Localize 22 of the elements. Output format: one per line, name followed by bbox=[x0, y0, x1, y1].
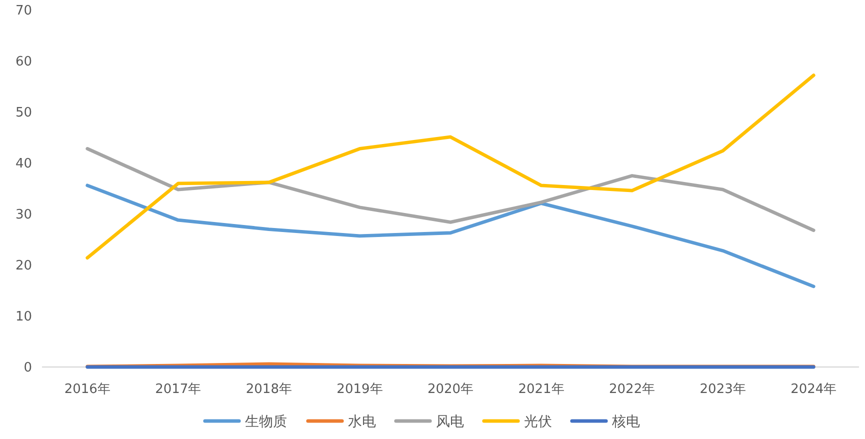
x-tick-label: 2018年 bbox=[246, 382, 292, 397]
x-tick-label: 2020年 bbox=[427, 382, 474, 397]
x-tick-label: 2019年 bbox=[336, 382, 383, 397]
y-tick-label: 30 bbox=[15, 208, 32, 222]
x-tick-label: 2021年 bbox=[518, 382, 564, 397]
x-tick-label: 2022年 bbox=[609, 382, 656, 397]
x-tick-label: 2017年 bbox=[155, 382, 202, 397]
y-tick-label: 50 bbox=[15, 106, 32, 120]
y-tick-label: 20 bbox=[15, 258, 32, 274]
x-tick-label: 2023年 bbox=[700, 382, 746, 397]
y-tick-label: 40 bbox=[15, 156, 32, 172]
y-tick-label: 60 bbox=[15, 54, 32, 70]
y-tick-label: 10 bbox=[15, 310, 32, 324]
x-tick-label: 2024年 bbox=[790, 382, 837, 397]
x-tick-label: 2016年 bbox=[64, 382, 110, 397]
legend-label: 核电 bbox=[612, 414, 640, 430]
y-tick-label: 70 bbox=[15, 4, 32, 18]
legend-label: 水电 bbox=[348, 414, 376, 430]
legend-label: 光伏 bbox=[524, 414, 552, 430]
legend-label: 生物质 bbox=[245, 414, 287, 430]
y-tick-label: 0 bbox=[24, 360, 32, 376]
legend-label: 风电 bbox=[436, 414, 464, 430]
